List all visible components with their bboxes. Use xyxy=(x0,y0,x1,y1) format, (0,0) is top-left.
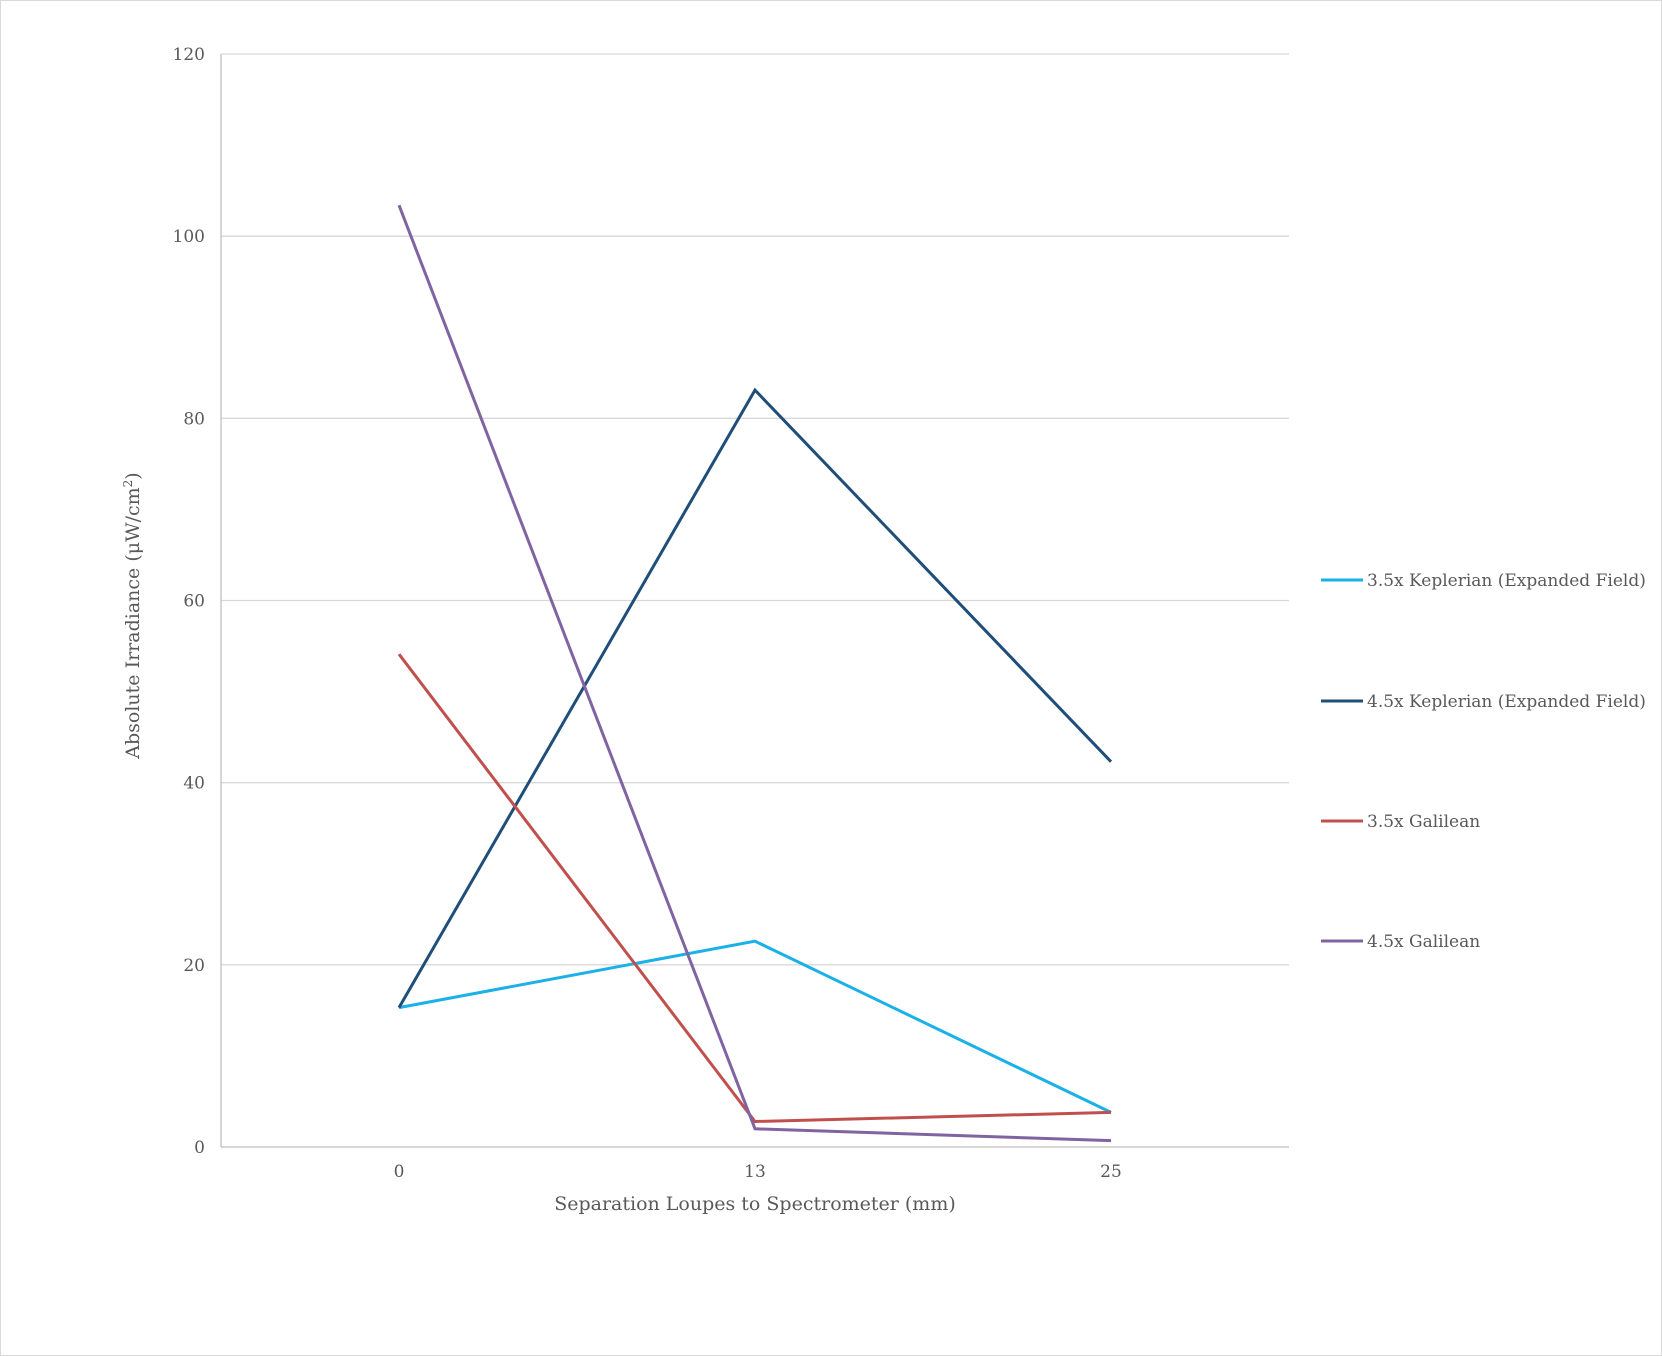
legend-label-3: 3.5x Galilean xyxy=(1367,812,1480,832)
y-tick-label-80: 80 xyxy=(183,409,205,429)
y-tick-label-40: 40 xyxy=(183,774,205,794)
legend-label-4: 4.5x Galilean xyxy=(1367,932,1480,952)
x-axis-title: Separation Loupes to Spectrometer (mm) xyxy=(554,1193,956,1215)
legend: 3.5x Keplerian (Expanded Field) 4.5x Kepl… xyxy=(1321,571,1646,952)
y-axis-title-text: Absolute Irradiance (μW/cm xyxy=(122,487,144,759)
y-axis-title: Absolute Irradiance (μW/cm2) xyxy=(121,472,144,759)
y-tick-label-120: 120 xyxy=(173,45,205,65)
y-tick-label-0: 0 xyxy=(194,1138,205,1158)
gridlines xyxy=(221,53,1289,966)
axes xyxy=(220,54,1289,1148)
series-line-2 xyxy=(397,387,1113,1009)
series-line-3 xyxy=(397,653,1112,1124)
y-tick-label-20: 20 xyxy=(183,956,205,976)
x-tick-label-25: 25 xyxy=(1100,1162,1122,1182)
x-tick-label-13: 13 xyxy=(744,1162,766,1182)
y-tick-label-100: 100 xyxy=(173,227,205,247)
legend-label-2: 4.5x Keplerian (Expanded Field) xyxy=(1367,692,1646,712)
y-axis-title-close: ) xyxy=(122,472,144,479)
x-tick-label-0: 0 xyxy=(394,1162,405,1182)
y-axis-title-superscript: 2 xyxy=(121,480,135,488)
y-tick-labels: 0 20 40 60 80 100 120 xyxy=(173,45,205,1158)
series-lines xyxy=(397,204,1113,1143)
y-tick-label-60: 60 xyxy=(183,592,205,612)
series-line-1 xyxy=(398,939,1112,1114)
x-tick-labels: 0 13 25 xyxy=(394,1162,1122,1182)
series-line-4 xyxy=(397,204,1112,1143)
legend-label-1: 3.5x Keplerian (Expanded Field) xyxy=(1367,571,1646,591)
